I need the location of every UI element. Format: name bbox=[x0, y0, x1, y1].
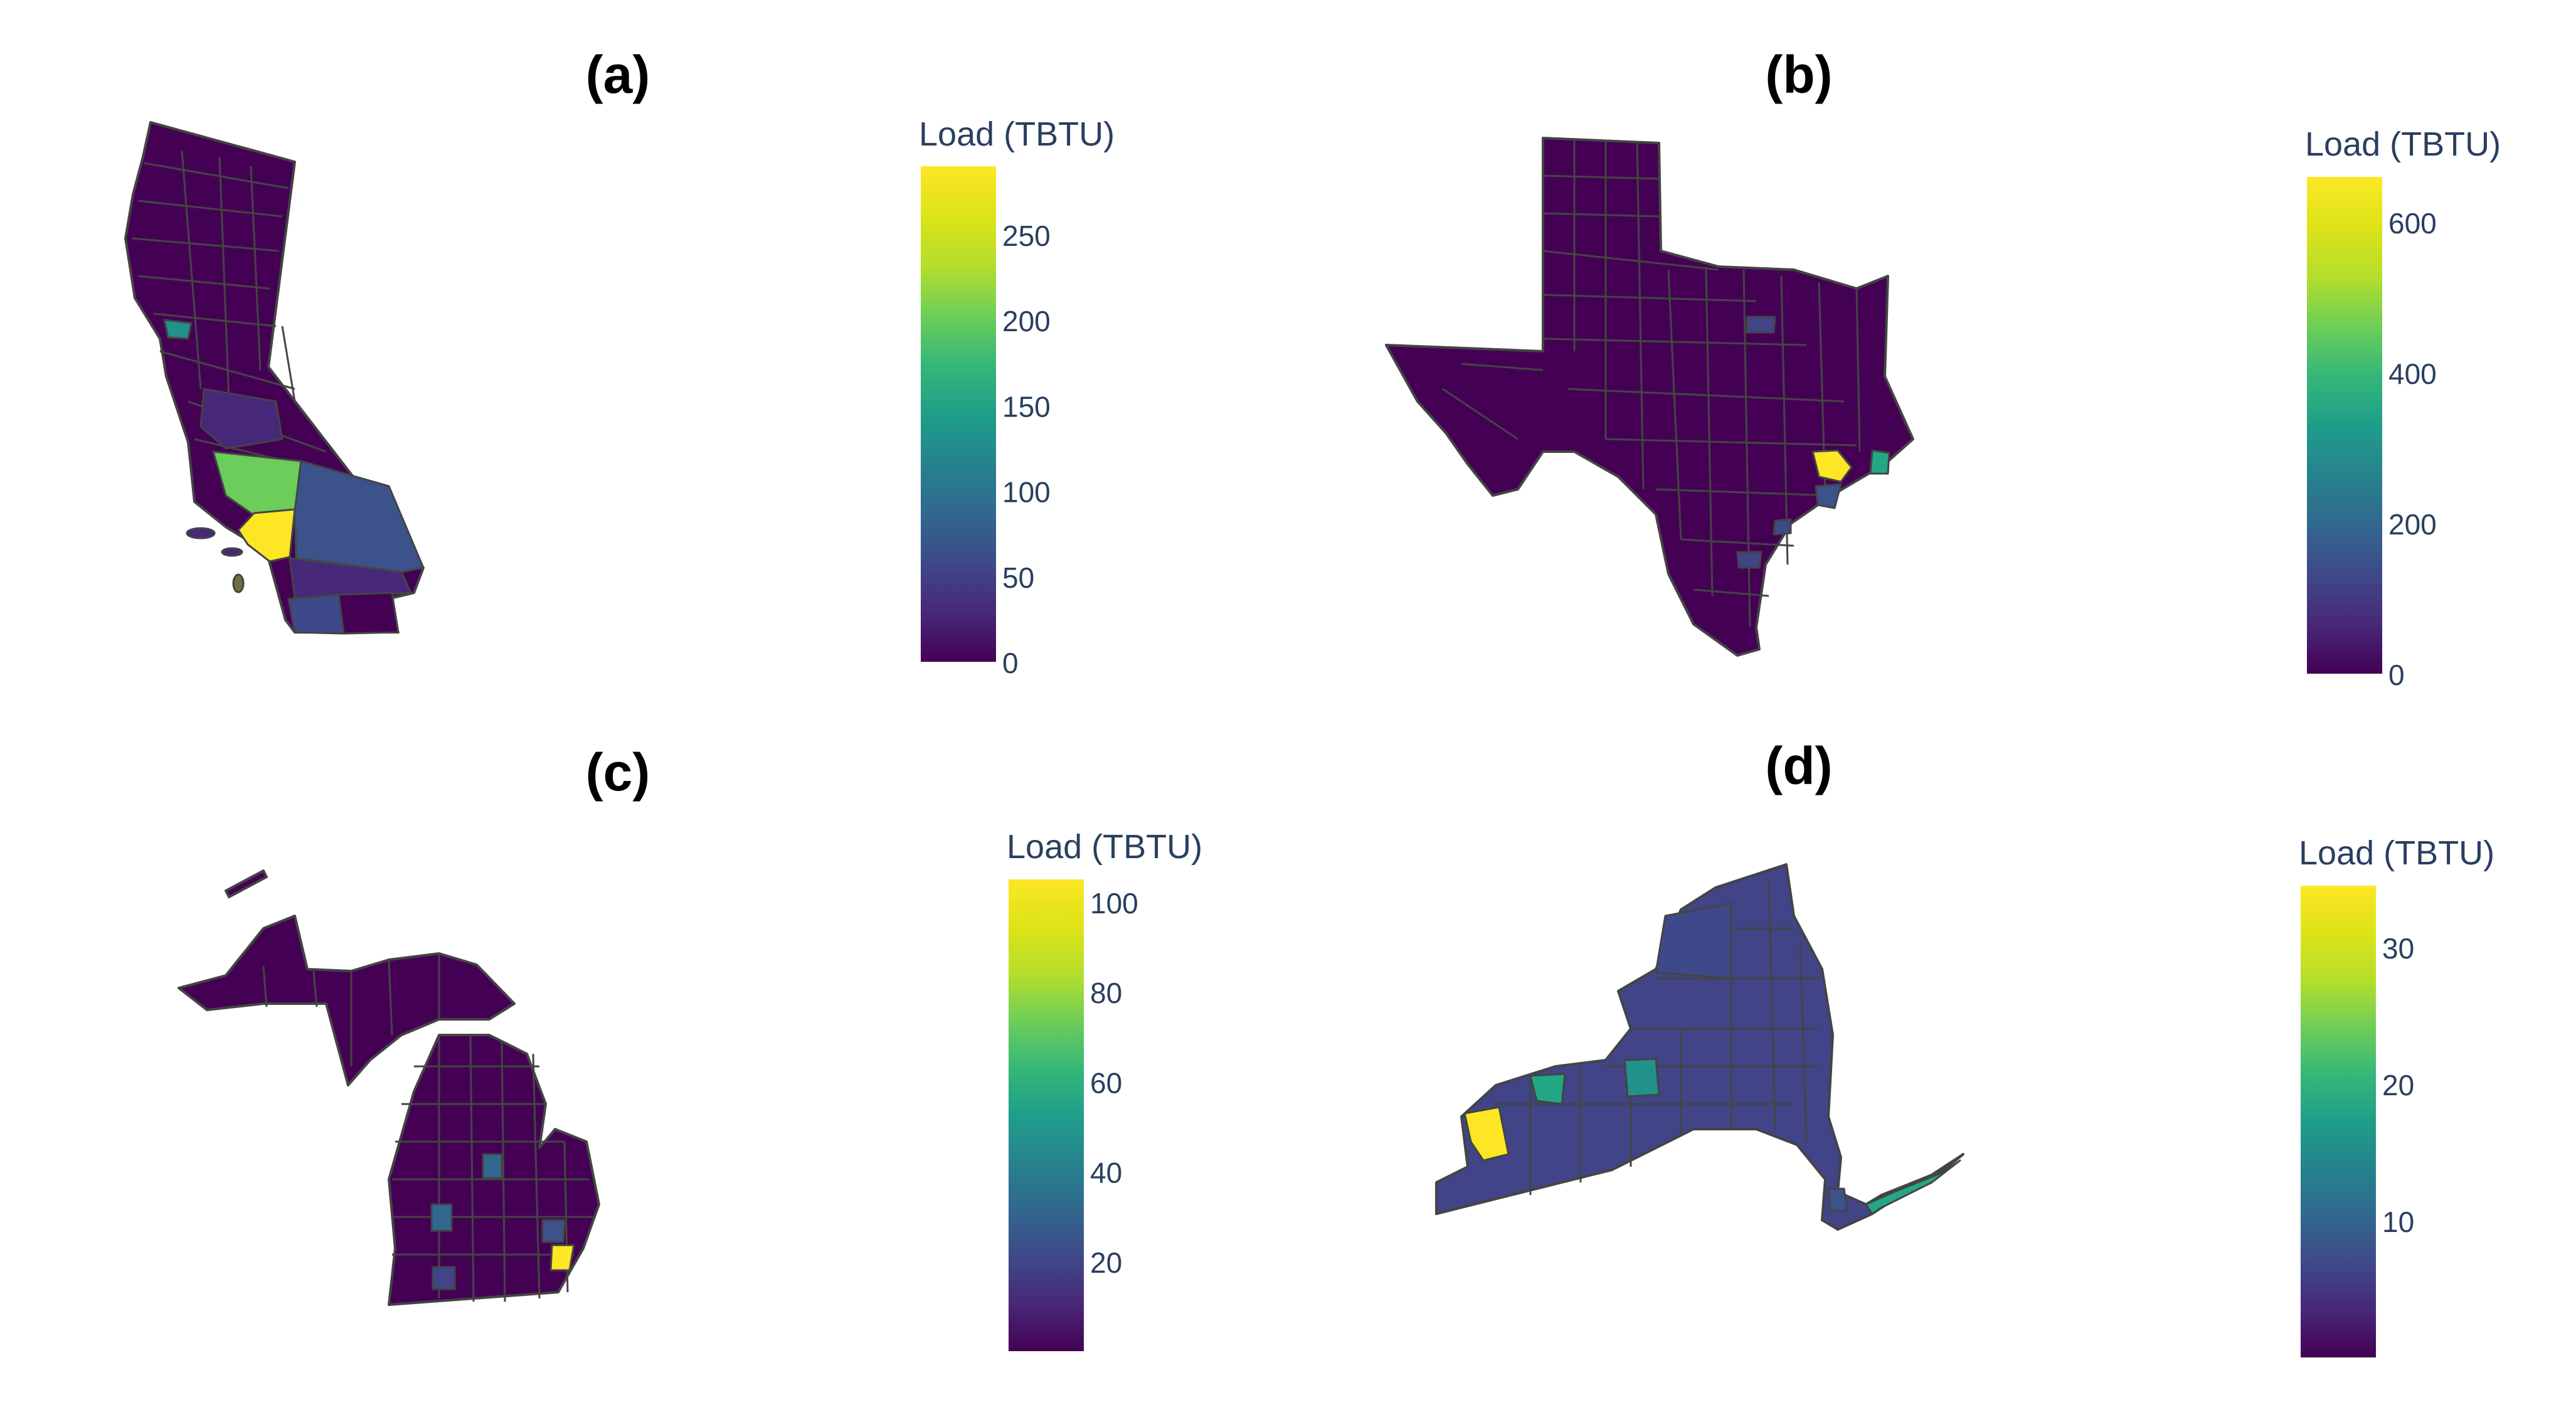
colorbar-tick-label: 80 bbox=[1090, 977, 1122, 1009]
county-dallas bbox=[1746, 316, 1776, 334]
county-brazoria bbox=[1815, 483, 1842, 509]
michigan-map bbox=[178, 869, 600, 1306]
colorbar-gradient-c bbox=[1009, 879, 1084, 1351]
panel-b: (b) Load (TBTU) 0 200 400 600 bbox=[1385, 45, 2501, 691]
colorbar-title-b: Load (TBTU) bbox=[2305, 125, 2501, 163]
colorbar-gradient-b bbox=[2307, 177, 2382, 674]
channel-island bbox=[232, 573, 245, 593]
colorbar-title-c: Load (TBTU) bbox=[1007, 828, 1202, 866]
colorbar-tick-label: 0 bbox=[2388, 659, 2405, 691]
county-harris bbox=[1811, 449, 1853, 483]
colorbar-title-d: Load (TBTU) bbox=[2299, 834, 2494, 872]
colorbar-tick-label: 200 bbox=[1002, 305, 1051, 337]
colorbar-title-a: Load (TBTU) bbox=[919, 115, 1115, 153]
county-erie bbox=[1463, 1106, 1510, 1162]
california-map bbox=[124, 121, 425, 635]
texas-county-borders bbox=[1442, 138, 1861, 628]
county-kalamazoo bbox=[432, 1266, 456, 1290]
colorbar-c: Load (TBTU) 20 40 60 80 100 bbox=[1007, 828, 1202, 1351]
panel-d: (d) Load (TBTU) 10 20 30 bbox=[1435, 736, 2494, 1357]
county-central-valley bbox=[199, 388, 284, 450]
county-san-bernardino bbox=[294, 460, 425, 573]
county-imperial bbox=[337, 592, 400, 635]
michigan-upper-peninsula bbox=[178, 915, 516, 1086]
county-kent bbox=[430, 1203, 453, 1232]
county-alameda bbox=[163, 319, 193, 340]
channel-island bbox=[186, 527, 216, 539]
colorbar-gradient-a bbox=[921, 166, 996, 662]
texas-map bbox=[1385, 137, 1914, 657]
colorbar-tick-label: 50 bbox=[1002, 561, 1034, 594]
new-york-outline bbox=[1435, 863, 1964, 1231]
county-westchester bbox=[1827, 1187, 1848, 1212]
colorbar-d: Load (TBTU) 10 20 30 bbox=[2299, 834, 2494, 1357]
county-nueces bbox=[1736, 551, 1762, 569]
colorbar-b: Load (TBTU) 0 200 400 600 bbox=[2305, 125, 2501, 691]
new-york-county-borders bbox=[1493, 878, 1819, 1195]
colorbar-tick-label: 60 bbox=[1090, 1066, 1122, 1099]
colorbar-tick-label: 40 bbox=[1090, 1157, 1122, 1189]
county-onondaga bbox=[1623, 1058, 1660, 1098]
colorbar-gradient-d bbox=[2301, 886, 2376, 1357]
panel-a: (a) Load (TBTU) 0 50 100 150 200 250 bbox=[124, 45, 1115, 679]
colorbar-tick-label: 100 bbox=[1002, 476, 1051, 509]
colorbar-tick-label: 30 bbox=[2382, 932, 2414, 965]
michigan-isle-royale bbox=[225, 869, 268, 898]
panel-label-d: (d) bbox=[1765, 736, 1832, 795]
colorbar-tick-label: 0 bbox=[1002, 647, 1019, 679]
panel-label-a: (a) bbox=[586, 45, 650, 104]
county-wayne bbox=[549, 1244, 575, 1272]
panel-c: (c) Load (TBTU) 20 40 60 80 100 bbox=[178, 743, 1202, 1351]
colorbar-tick-label: 150 bbox=[1002, 390, 1051, 423]
county-macomb bbox=[541, 1219, 566, 1243]
county-jefferson-bay bbox=[1773, 518, 1792, 536]
channel-island bbox=[221, 547, 243, 557]
county-monroe bbox=[1529, 1073, 1566, 1105]
new-york-map bbox=[1435, 863, 1964, 1231]
colorbar-tick-label: 200 bbox=[2388, 508, 2437, 541]
colorbar-tick-label: 20 bbox=[1090, 1246, 1122, 1279]
county-riverside bbox=[289, 557, 412, 600]
colorbar-tick-label: 250 bbox=[1002, 220, 1051, 252]
colorbar-tick-label: 10 bbox=[2382, 1206, 2414, 1238]
panel-label-c: (c) bbox=[586, 743, 650, 802]
county-jefferson bbox=[1869, 449, 1890, 475]
colorbar-tick-label: 100 bbox=[1090, 887, 1138, 920]
county-long-island bbox=[1865, 1159, 1961, 1215]
panel-label-b: (b) bbox=[1765, 45, 1832, 104]
county-north-country bbox=[1655, 902, 1732, 980]
colorbar-tick-label: 600 bbox=[2388, 207, 2437, 240]
colorbar-a: Load (TBTU) 0 50 100 150 200 250 bbox=[919, 115, 1115, 679]
michigan-county-borders bbox=[262, 953, 593, 1302]
county-san-diego bbox=[287, 593, 345, 635]
colorbar-tick-label: 400 bbox=[2388, 358, 2437, 390]
county-midland bbox=[482, 1153, 503, 1179]
colorbar-tick-label: 20 bbox=[2382, 1069, 2414, 1102]
